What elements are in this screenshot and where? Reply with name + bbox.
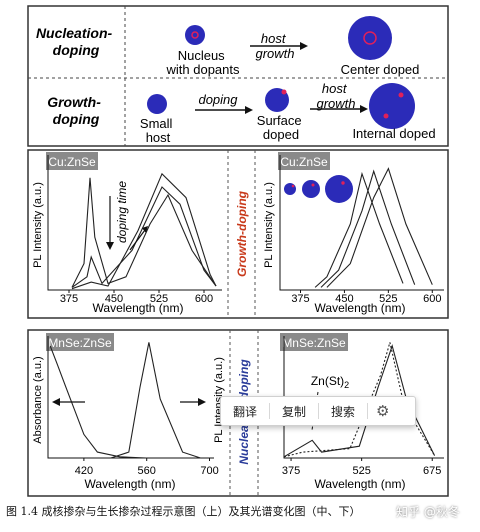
series-line (326, 167, 433, 288)
bot-left-xlabel: Wavelength (nm) (85, 477, 176, 491)
host-growth-label-2: host growth (316, 81, 355, 111)
doping-label: doping (198, 92, 238, 107)
bot-left-series-group (49, 342, 201, 459)
mini-dot-3 (325, 175, 353, 203)
mid-left-xlabel: Wavelength (nm) (93, 301, 184, 315)
watermark: 知乎 @秋冬 (396, 505, 460, 519)
x-tick-label: 420 (75, 465, 93, 477)
x-tick-label: 675 (423, 465, 441, 477)
series-line (71, 172, 217, 290)
series-line (320, 169, 416, 288)
mid-left-tag: Cu:ZnSe (48, 155, 96, 169)
nucleation-title: Nucleation- doping (36, 25, 116, 58)
mid-left-series-group (71, 172, 217, 290)
x-tick-label: 700 (200, 465, 218, 477)
bot-right-tick-group: 375 525 675 (282, 458, 441, 477)
mini-dopant-1 (291, 184, 295, 188)
series-line (71, 177, 217, 288)
center-doped-dot (348, 16, 392, 60)
doping-time-label: doping time (115, 181, 129, 243)
bot-right-tag-bg (280, 333, 348, 351)
arrow-head-1 (300, 42, 308, 50)
host-growth-label-1: host growth (255, 31, 294, 61)
menu-separator (318, 403, 320, 419)
x-tick-label: 375 (291, 293, 309, 305)
mini-dopant-3 (341, 181, 345, 185)
nucleus-dopant (191, 31, 199, 39)
bot-left-tag-bg (46, 333, 114, 351)
menu-separator (269, 403, 271, 419)
doping-time-arrowhead-right (142, 226, 148, 233)
bot-right-xlabel: Wavelength (nm) (315, 477, 406, 491)
bot-left-ylabel: Absorbance (a.u.) (32, 356, 44, 443)
mini-dot-1 (284, 183, 296, 195)
mini-dot-2 (302, 180, 320, 198)
x-tick-label: 375 (282, 465, 300, 477)
mid-left-tick-group: 375 450 525 600 (60, 290, 213, 305)
mid-left-tag-bg (46, 152, 98, 170)
center-doped-label: Center doped (341, 62, 420, 77)
gear-icon[interactable]: ⚙ (376, 402, 390, 420)
translate-menu-item[interactable]: 翻译 (233, 404, 258, 419)
mini-dopant-2 (311, 183, 315, 187)
mid-right-axes (279, 155, 444, 291)
series-line (71, 186, 217, 288)
arrow-head-2 (245, 106, 253, 114)
mid-right-tag: Cu:ZnSe (280, 155, 328, 169)
x-tick-label: 450 (335, 293, 353, 305)
small-host-label: Small host (140, 116, 176, 145)
internal-dopant-2 (383, 113, 389, 119)
x-tick-label: 375 (60, 293, 78, 305)
nucleus-label: Nucleus with dopants (166, 48, 240, 77)
bot-left-tag: MnSe:ZnSe (48, 336, 112, 350)
search-menu-item[interactable]: 搜索 (331, 404, 356, 419)
bot-right-tag: MnSe:ZnSe (282, 336, 346, 350)
mid-right-xlabel: Wavelength (nm) (315, 301, 406, 315)
series-line (110, 342, 201, 459)
absorb-arrowhead (52, 398, 60, 406)
small-host-dot (147, 94, 167, 114)
menu-separator (367, 403, 369, 419)
mid-right-tag-bg (278, 152, 330, 170)
internal-doped-dot (369, 83, 415, 129)
pl-arrowhead (198, 398, 206, 406)
growth-doping-label: Growth-doping (235, 190, 249, 277)
x-tick-label: 525 (352, 465, 370, 477)
surface-dopant (281, 89, 287, 95)
x-tick-label: 560 (138, 465, 156, 477)
mid-left-axes (47, 155, 222, 291)
doping-time-arrowhead-left (106, 242, 114, 250)
mid-right-ylabel: PL Intensity (a.u.) (263, 182, 275, 268)
mid-right-tick-group: 375 450 525 600 (291, 290, 441, 305)
series-line (314, 171, 404, 288)
arrow-head-3 (360, 105, 368, 113)
figure-caption: 图 1.4 成核掺杂与生长掺杂过程示意图（上）及其光谱变化图（中、下） (6, 505, 361, 518)
context-menu: 翻译 复制 搜索 ⚙ (220, 396, 416, 426)
bot-left-tick-group: 420 560 700 (75, 458, 219, 477)
nucleation-title-line2: doping (53, 42, 100, 58)
nucleus-dot (185, 25, 205, 45)
bot-left-axes (47, 336, 214, 459)
series-line (49, 345, 147, 459)
mid-right-series-group (314, 167, 433, 288)
internal-doped-label: Internal doped (352, 126, 435, 141)
x-tick-label: 525 (150, 293, 168, 305)
center-dopant (363, 31, 377, 45)
x-tick-label: 450 (105, 293, 123, 305)
surface-doped-label: Surface doped (257, 113, 305, 142)
x-tick-label: 600 (423, 293, 441, 305)
growth-title: Growth- doping (47, 94, 105, 127)
copy-menu-item[interactable]: 复制 (282, 404, 307, 419)
doping-time-arrow-right (129, 229, 146, 251)
mid-left-ylabel: PL Intensity (a.u.) (32, 182, 44, 268)
zn-st2-label: Zn(St)2 (311, 374, 349, 390)
x-tick-label: 525 (379, 293, 397, 305)
x-tick-label: 600 (195, 293, 213, 305)
bot-right-axes (283, 336, 444, 459)
internal-dopant-1 (398, 92, 404, 98)
nucleation-title-line1: Nucleation- (36, 25, 113, 41)
